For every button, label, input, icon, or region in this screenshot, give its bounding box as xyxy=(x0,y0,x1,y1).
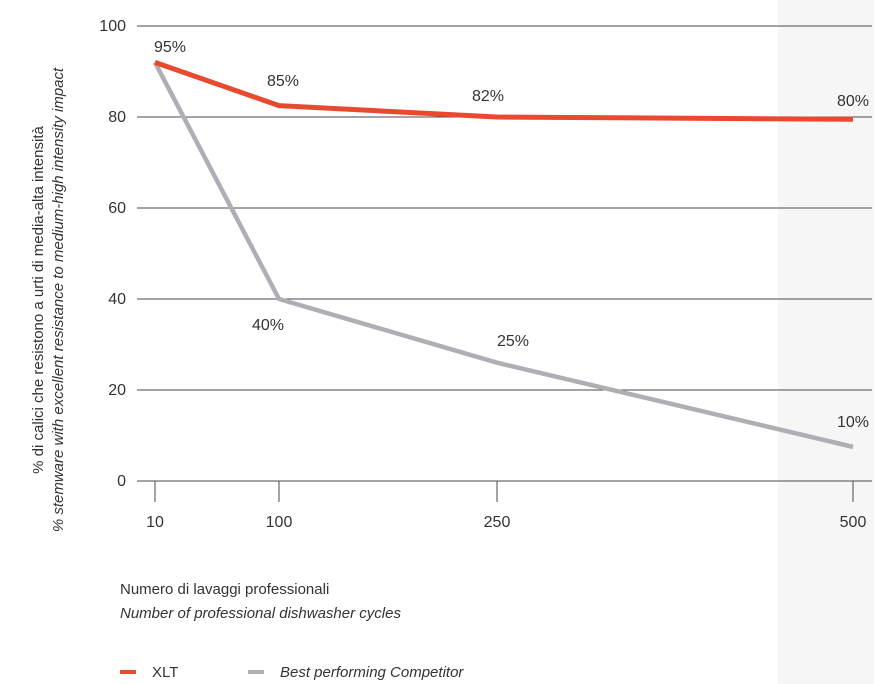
y-tick-label: 20 xyxy=(108,382,126,399)
data-label: 40% xyxy=(252,317,284,334)
data-label: 85% xyxy=(267,73,299,90)
data-label: 95% xyxy=(154,39,186,56)
x-tick-label: 250 xyxy=(484,514,511,531)
y-tick-label: 100 xyxy=(99,18,126,35)
x-tick-label: 100 xyxy=(266,514,293,531)
legend: XLT Best performing Competitor xyxy=(120,664,464,681)
y-tick-label: 80 xyxy=(108,109,126,126)
x-tick-label: 500 xyxy=(840,514,867,531)
x-axis: 10 100 250 500 xyxy=(146,481,866,531)
data-label: 82% xyxy=(472,88,504,105)
data-label: 80% xyxy=(837,93,869,110)
data-label: 25% xyxy=(497,333,529,350)
x-axis-label-secondary: Number of professional dishwasher cycles xyxy=(120,605,401,622)
x-tick-label: 10 xyxy=(146,514,164,531)
y-axis-label: % di calici che resistono a urti di medi… xyxy=(30,126,47,474)
y-tick-labels: 0 20 40 60 80 100 xyxy=(99,18,126,490)
y-tick-label: 60 xyxy=(108,200,126,217)
x-axis-label: Numero di lavaggi professionali xyxy=(120,581,329,598)
y-tick-label: 40 xyxy=(108,291,126,308)
legend-label: XLT xyxy=(152,664,178,681)
y-tick-label: 0 xyxy=(117,473,126,490)
data-label: 10% xyxy=(837,414,869,431)
y-axis-label-secondary: % stemware with excellent resistance to … xyxy=(50,67,67,532)
series-lines xyxy=(155,62,853,446)
legend-label: Best performing Competitor xyxy=(280,664,464,681)
